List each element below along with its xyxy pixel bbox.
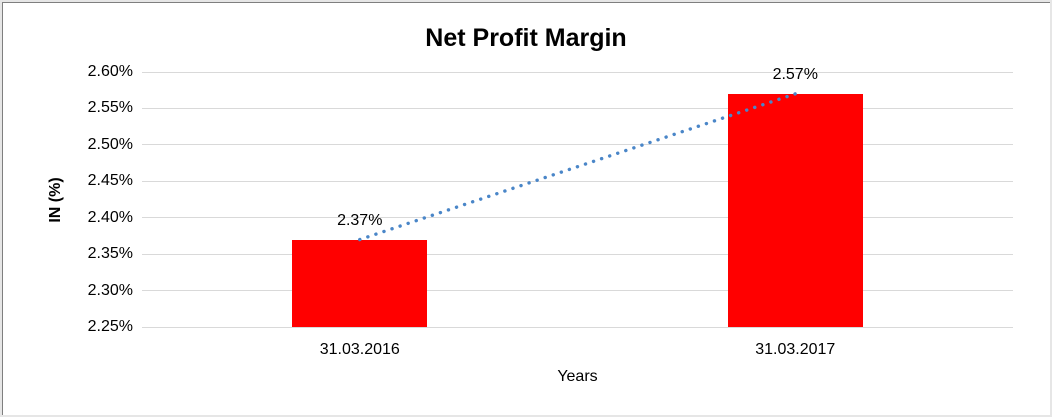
x-tick-label: 31.03.2016: [319, 341, 400, 358]
y-tick-label: 2.60%: [87, 63, 133, 80]
y-tick-label: 2.25%: [87, 318, 133, 335]
x-axis-title: Years: [557, 368, 598, 385]
trendline: [358, 92, 797, 242]
y-gridline: [142, 144, 1013, 146]
y-gridline: [142, 217, 1013, 219]
y-tick-label: 2.50%: [87, 135, 133, 153]
y-gridline: [142, 180, 1013, 182]
y-tick-label: 2.40%: [87, 208, 133, 226]
bar: [727, 93, 863, 327]
y-tick-label: 2.45%: [87, 172, 133, 190]
y-tick-label: 2.55%: [87, 99, 133, 117]
bar-data-label: 2.57%: [772, 65, 818, 83]
y-gridline: [142, 253, 1013, 255]
bar: [292, 239, 428, 327]
y-gridline: [142, 107, 1013, 109]
chart-title: Net Profit Margin: [425, 24, 627, 52]
y-gridline: [142, 326, 1013, 328]
y-tick-label: 2.30%: [87, 281, 133, 299]
bar-data-label: 2.37%: [337, 211, 383, 229]
y-tick-label: 2.35%: [87, 245, 133, 263]
y-gridline: [142, 290, 1013, 292]
y-gridline: [142, 71, 1013, 73]
x-tick-label: 31.03.2017: [755, 341, 836, 358]
